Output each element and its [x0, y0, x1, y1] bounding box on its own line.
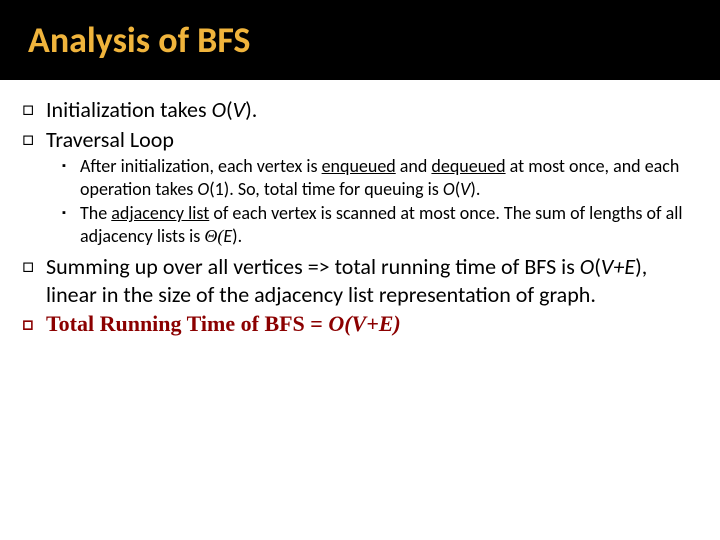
big-o: O [212, 96, 226, 123]
big-o: O [443, 178, 455, 200]
text: After initialization, each vertex is [80, 155, 322, 177]
bullet-total-running-time: Total Running Time of BFS = O(V+E) [22, 310, 698, 339]
big-o: O [580, 253, 594, 280]
big-o-ve: O(V+E) [328, 311, 400, 336]
text: Initialization takes [46, 96, 212, 123]
text: and [396, 155, 432, 177]
sub-bullet-list: After initialization, each vertex is enq… [22, 155, 698, 247]
theta: Θ( [204, 226, 223, 246]
var-v: V [233, 96, 245, 123]
text: Traversal Loop [46, 126, 174, 153]
text: ). [470, 178, 480, 200]
var-e: E [223, 225, 232, 247]
text: (1) [209, 178, 229, 200]
var-v: V [460, 178, 470, 200]
slide-title: Analysis of BFS [28, 18, 692, 62]
content-area: Initialization takes O(V). Traversal Loo… [0, 80, 720, 339]
text: ( [226, 96, 233, 123]
text: . So, total time for queuing is [229, 178, 443, 200]
text: ). [232, 225, 242, 247]
text: ). [245, 96, 257, 123]
text: ( [594, 253, 601, 280]
enqueued: enqueued [322, 155, 396, 177]
text: Total Running Time of BFS = [46, 311, 328, 336]
title-bar: Analysis of BFS [0, 0, 720, 80]
big-o: O [197, 178, 209, 200]
sub-bullet-queuing: After initialization, each vertex is enq… [22, 155, 698, 200]
text: Summing up over all vertices => total ru… [46, 253, 580, 280]
dequeued: dequeued [431, 155, 505, 177]
bullet-summing: Summing up over all vertices => total ru… [22, 253, 698, 308]
var-ve: V+E [601, 253, 635, 280]
text: ) [635, 253, 642, 280]
adjacency-list: adjacency list [111, 202, 209, 224]
text: The [80, 202, 111, 224]
bullet-traversal: Traversal Loop [22, 126, 698, 154]
sub-bullet-adjacency: The adjacency list of each vertex is sca… [22, 202, 698, 247]
bullet-initialization: Initialization takes O(V). [22, 96, 698, 124]
